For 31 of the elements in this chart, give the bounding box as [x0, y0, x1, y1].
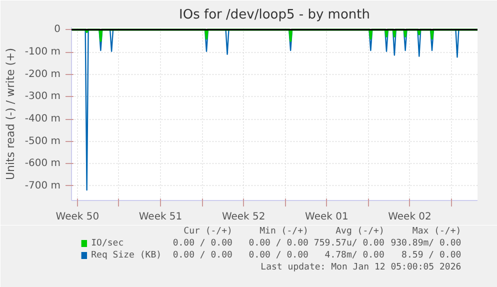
y-axis-title: Units read (-) / write (+): [4, 48, 17, 180]
text: 4.78m/ 0.00: [324, 250, 384, 260]
text: Max (-/+): [412, 226, 462, 236]
y-tick-label: -400 m: [24, 114, 61, 125]
chart-title: IOs for /dev/loop5 - by month: [179, 8, 370, 22]
text: Last update: Mon Jan 12 05:00:05 2026: [260, 262, 462, 272]
legend-label: Req Size (KB): [91, 250, 162, 260]
x-tick-label: Week 02: [388, 212, 432, 222]
text: Avg (-/+): [336, 226, 384, 236]
text: 0.00 / 0.00: [248, 238, 308, 248]
y-tick-label: -500 m: [24, 136, 61, 147]
text: 0.00 / 0.00: [248, 250, 308, 260]
legend-label: IO/sec: [91, 238, 124, 248]
x-tick-label: Week 51: [138, 212, 182, 222]
text: 0.00 / 0.00: [172, 250, 232, 260]
y-tick-label: -600 m: [24, 158, 61, 170]
text: 8.59 / 0.00: [402, 250, 462, 260]
x-tick-label: Week 01: [305, 212, 348, 222]
x-tick-label: Week 50: [56, 212, 100, 222]
text: 0.00 / 0.00: [172, 238, 232, 248]
text: 759.57u/ 0.00: [314, 238, 384, 248]
y-tick-label: -700 m: [24, 180, 61, 192]
y-tick-label: 0: [54, 24, 61, 36]
x-tick-label: Week 52: [222, 212, 266, 222]
y-tick-label: -200 m: [24, 68, 61, 80]
line-series: [72, 28, 478, 42]
text: Cur (-/+): [184, 226, 232, 236]
y-tick-label: -300 m: [24, 91, 61, 102]
text: Min (-/+): [260, 226, 308, 236]
text: 930.89m/ 0.00: [390, 238, 462, 248]
y-tick-label: -100 m: [24, 46, 61, 58]
